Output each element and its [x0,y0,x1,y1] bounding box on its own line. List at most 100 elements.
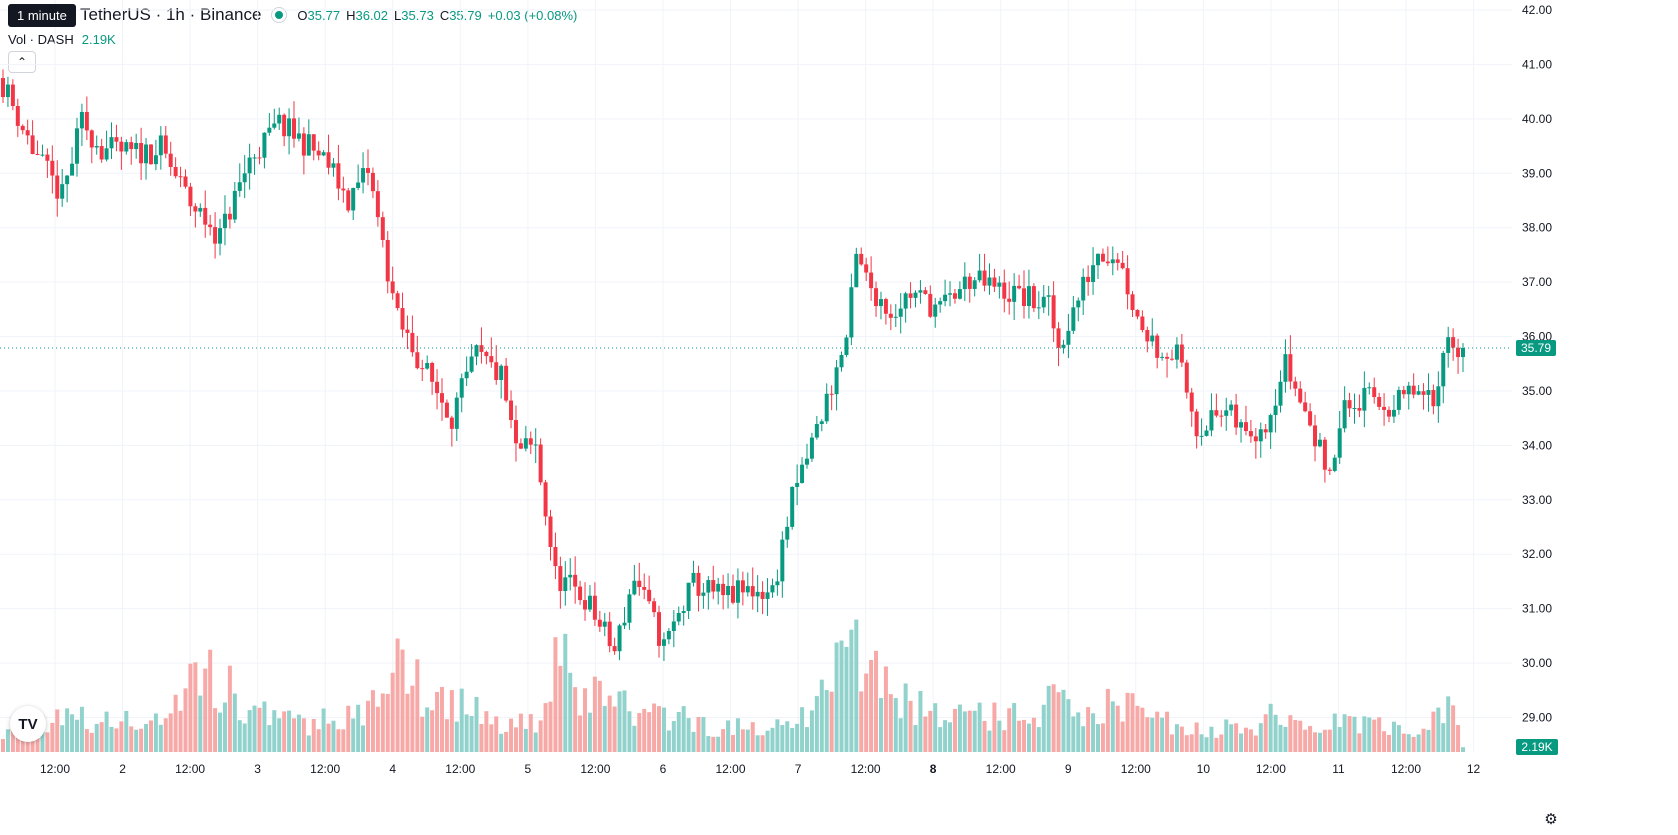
volume-bar [1253,735,1258,752]
volume-bar [341,729,346,752]
candle-body [30,135,35,155]
candle-body [390,281,395,294]
candle-body [15,105,20,126]
candle-body [218,228,223,244]
volume-bar [99,722,104,752]
volume-bar [395,638,400,752]
volume-bar [158,724,163,752]
volume-bar [592,676,597,752]
candle-body [563,577,568,592]
tradingview-logo-icon[interactable]: TV [10,706,46,742]
candle-body [849,287,854,338]
volume-bar [854,619,859,752]
collapse-legend-button[interactable]: ⌃ [8,51,36,73]
volume-bar [923,716,928,752]
time-tick-label: 3 [254,762,261,776]
volume-bar [1426,729,1431,752]
candle-body [129,142,134,150]
volume-bar [1263,714,1268,752]
volume-bar [864,673,869,752]
candle-body [982,270,987,286]
volume-bar [10,722,15,752]
volume-bar [277,718,282,752]
volume-bar [168,713,173,752]
candle-body [1234,404,1239,428]
volume-bar [237,720,242,752]
volume-bar [740,729,745,752]
candle-body [484,351,489,357]
candle-body [1322,439,1327,470]
candle-body [287,118,292,137]
candle-body [967,276,972,289]
volume-bar [676,711,681,752]
volume-bar [538,720,543,752]
volume-bar [647,712,652,752]
volume-bar [1189,734,1194,752]
candle-body [755,591,760,597]
market-status-icon[interactable] [271,7,288,23]
volume-bar [1416,734,1421,752]
volume-bar [706,736,711,752]
volume-bar [1026,723,1031,752]
candle-body [1406,385,1411,395]
volume-bar [657,706,662,752]
gear-icon[interactable]: ⚙ [1544,811,1558,828]
candle-body [1091,265,1096,282]
volume-bar [1278,724,1283,752]
candle-body [439,393,444,403]
volume-bar [972,710,977,752]
candle-body [592,595,597,620]
volume-bar [1110,701,1115,752]
candle-body [410,332,415,353]
candle-body [1283,354,1288,382]
candle-body [765,592,770,599]
candle-body [612,646,617,652]
candle-body [883,299,888,314]
volume-bar [94,723,99,752]
volume-bar [632,725,637,752]
volume-bar [1076,712,1081,752]
volume-bar [780,725,785,752]
volume-bar [430,710,435,752]
volume-bar [1372,719,1377,752]
candle-body [1056,328,1061,348]
candle-body [84,111,89,131]
grid-lines [0,0,1512,752]
candle-body [252,157,257,159]
candle-body [711,580,716,592]
candle-body [148,144,153,165]
high-value: 36.02 [355,7,389,23]
candle-body [479,345,484,352]
candle-body [804,458,809,465]
price-tick-label: 38.00 [1522,221,1552,235]
candle-body [1332,457,1337,471]
volume-bar [1150,717,1155,752]
volume-bar [726,720,731,752]
candle-body [1342,400,1347,429]
volume-bar [153,713,158,752]
candle-body [558,566,563,592]
volume-legend[interactable]: Vol · DASH 2.19K [8,32,116,47]
volume-bar [681,706,686,752]
volume-bar [795,723,800,752]
volume-bar [1031,717,1036,752]
volume-bar [346,705,351,752]
volume-bar [390,672,395,752]
volume-bar [903,683,908,752]
volume-bar [578,715,583,752]
price-tick-label: 39.00 [1522,166,1552,180]
volume-bar [1184,735,1189,752]
volume-bar [1377,717,1382,752]
volume-bar [943,720,948,752]
volume-bar [144,723,149,752]
high-label: H [346,7,356,23]
volume-bar [1382,731,1387,752]
volume-bar [316,729,321,752]
volume-bar [839,640,844,752]
volume-bar [311,719,316,752]
candle-body [262,132,267,158]
price-tick-label: 29.00 [1522,711,1552,725]
candle-body [854,253,859,288]
candle-body [134,143,139,150]
